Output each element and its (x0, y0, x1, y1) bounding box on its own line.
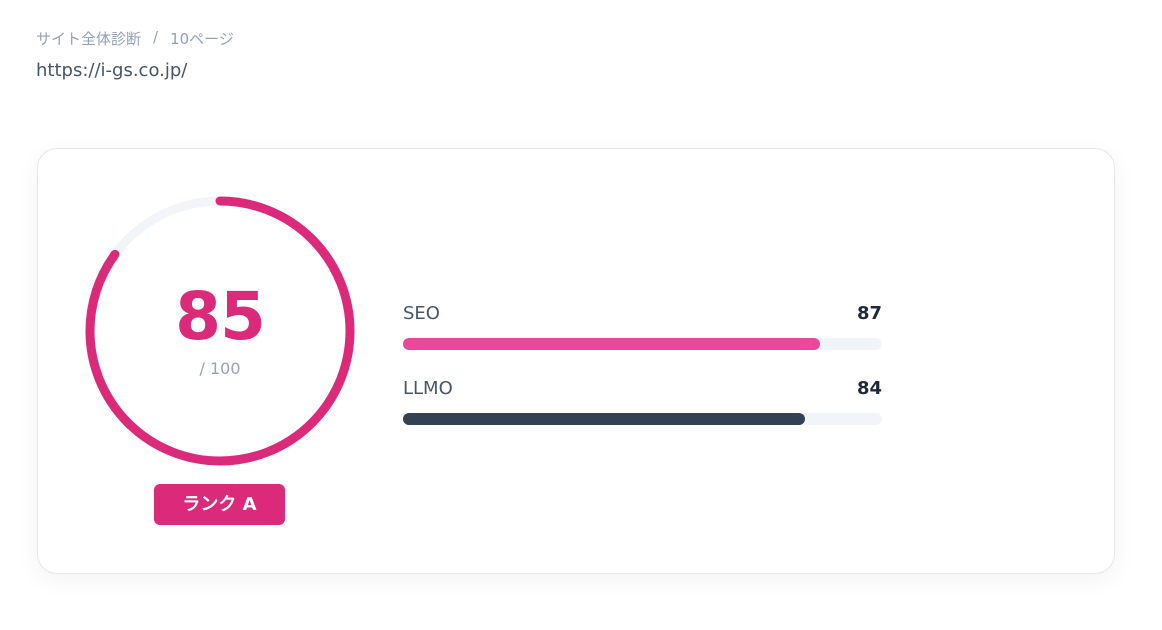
metric-name: SEO (403, 302, 440, 324)
breadcrumb-item: 10ページ (170, 30, 234, 48)
metric-track (403, 413, 882, 425)
breadcrumb-separator: / (153, 28, 159, 46)
metric-bar (403, 338, 820, 350)
metric-row: SEO 87 (403, 300, 882, 326)
breadcrumb-item[interactable]: サイト全体診断 (36, 30, 142, 48)
metric: LLMO 84 (403, 375, 882, 425)
rank-badge: ランク A (154, 484, 285, 525)
metric-row: LLMO 84 (403, 375, 882, 401)
metric-value: 87 (856, 302, 882, 324)
site-url: https://i-gs.co.jp/ (36, 60, 188, 81)
score-ring (85, 196, 355, 466)
metric-bar (403, 413, 806, 425)
breadcrumb: サイト全体診断 / 10ページ (36, 28, 234, 49)
score-total: / 100 (199, 359, 241, 378)
metric: SEO 87 (403, 300, 882, 350)
ring-arc (85, 196, 355, 466)
metric-track (403, 338, 882, 350)
metric-value: 84 (856, 377, 882, 399)
metric-name: LLMO (403, 377, 453, 399)
score-value: 85 (175, 278, 266, 355)
